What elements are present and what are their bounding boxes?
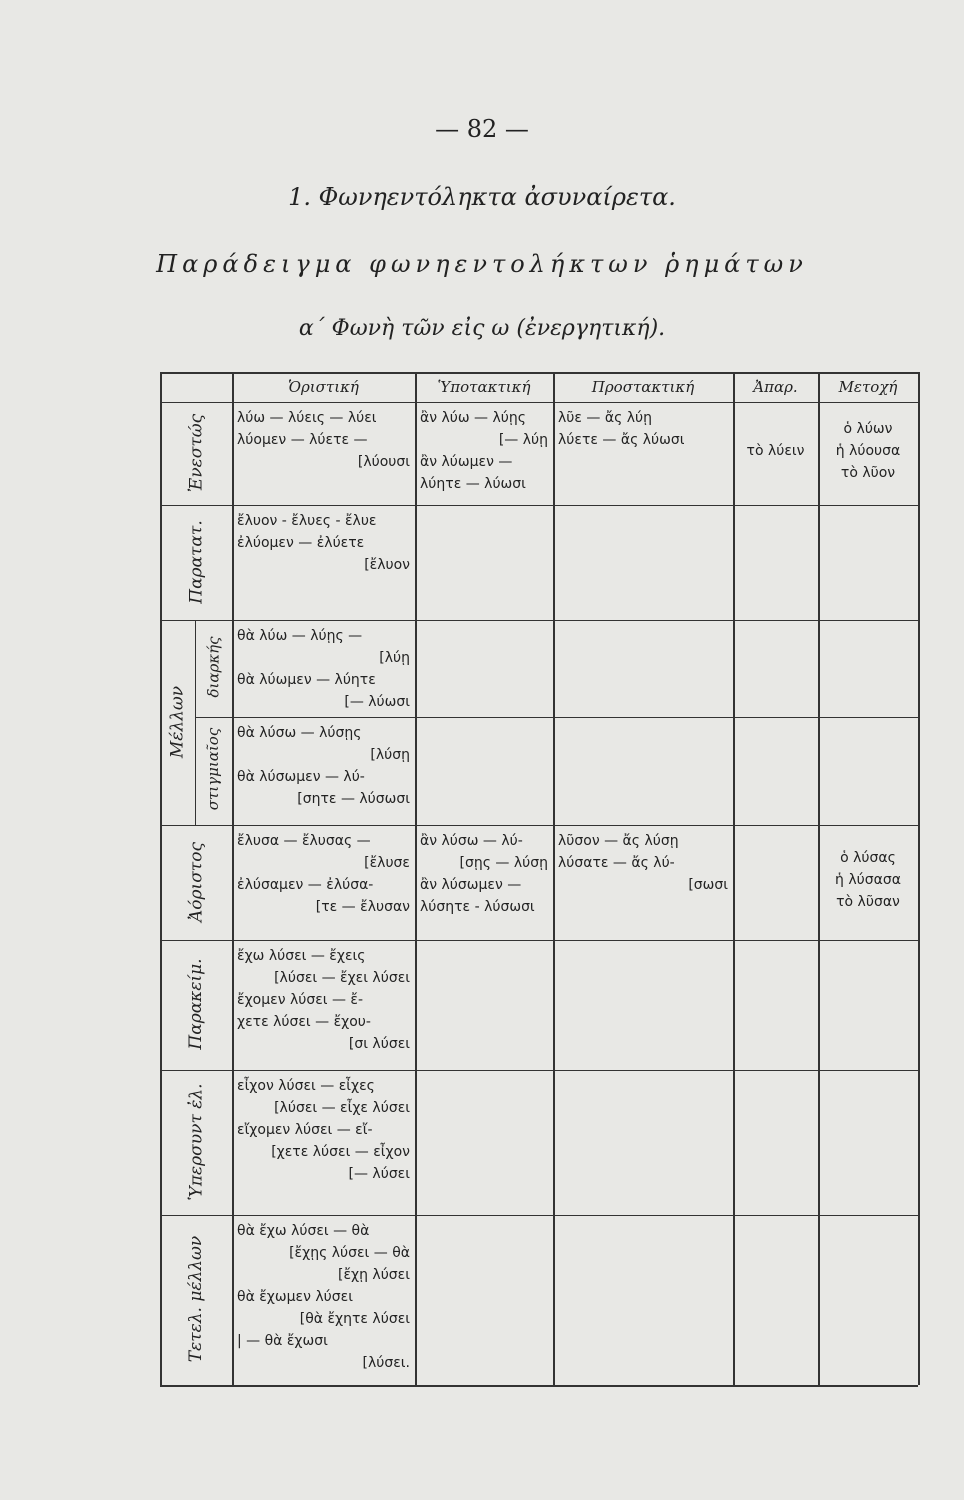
rule (232, 372, 234, 1385)
rule (415, 372, 417, 1385)
cell-line: [λύσει. (362, 1355, 410, 1371)
cell-line: ἡ λύσασα (835, 871, 901, 888)
tense-label: Ἐνεστώς (186, 413, 206, 492)
rule (160, 1070, 918, 1071)
cell-line: ἂν λύσωμεν — (420, 877, 522, 893)
rule (160, 620, 918, 621)
cell-line: ὁ λύων (843, 420, 893, 437)
cell-line: θὰ λύωμεν — λύητε (237, 672, 376, 688)
tense-label: Ἀόριστος (186, 841, 206, 922)
rule (160, 372, 162, 1385)
rule (160, 940, 918, 941)
voice: α΄ Φωνὴ τῶν εἰς ω (ἐνεργητική). (298, 316, 666, 341)
tense-label: Ὑπερσυντ ἐλ. (186, 1082, 206, 1201)
rule (733, 372, 735, 1385)
cell-line: ἔχω λύσει — ἔχεις (237, 948, 366, 964)
cell-line: ἐλύομεν — ἐλύετε (237, 535, 365, 551)
tense-label: Τετελ. μέλλων (186, 1235, 206, 1363)
cell-line: | — θὰ ἔχωσι (237, 1333, 328, 1349)
cell-line: [σητε — λύσωσι (297, 791, 410, 807)
cell-line: χετε λύσει — ἔχου- (237, 1014, 371, 1030)
rule (160, 505, 918, 506)
cell-line: θὰ λύω — λύῃς — (237, 628, 363, 644)
rule (160, 1385, 918, 1386)
cell-line: [— λύωσι (344, 694, 410, 710)
cell-line: [ἔλυσε (364, 855, 410, 871)
cell-line: ἂν λύω — λύῃς (420, 410, 526, 426)
cell-line: λῦσον — ἄς λύσῃ (558, 833, 679, 849)
rule (160, 825, 918, 826)
cell-line: [σι λύσει (348, 1036, 410, 1052)
cell-line: εἶχον λύσει — εἶχες (237, 1078, 375, 1094)
cell-line: λύω — λύεις — λύει (237, 410, 377, 426)
cell-line: [— λύσει (348, 1166, 410, 1182)
column-header: Μετοχή (838, 378, 898, 396)
rule (160, 1385, 918, 1387)
sublabel: διαρκής (204, 635, 222, 698)
cell-line: [σωσι (688, 877, 728, 893)
cell-line: τὸ λῦον (840, 464, 896, 481)
cell-line: λύητε — λύωσι (420, 476, 526, 492)
cell-line: τὸ λῦσαν (836, 893, 900, 910)
cell-line: ἔλυον - ἔλυες - ἔλυε (237, 513, 377, 529)
sublabel: στιγμιαῖος (204, 727, 222, 811)
cell-line: θὰ λύσωμεν — λύ- (237, 769, 365, 785)
cell-line: εἴχομεν λύσει — εἴ- (237, 1122, 373, 1138)
cell-line: [ἔλυον (364, 557, 410, 573)
rule (160, 402, 918, 403)
tense-label: Παρακείμ. (186, 958, 206, 1050)
column-header: Προστακτική (591, 378, 695, 396)
rule (818, 372, 820, 1385)
cell-line: [λύσει — ἔχει λύσει (274, 970, 410, 986)
cell-line: [θὰ ἔχητε λύσει (299, 1311, 410, 1327)
cell-line: [σῃς — λύσῃ (459, 855, 548, 871)
rule (160, 372, 918, 374)
cell-line: ὁ λύσας (840, 849, 896, 866)
cell-line: [ἔχῃ λύσει (337, 1267, 410, 1283)
cell-line: λύομεν — λύετε — (237, 432, 368, 448)
cell-line: [λύουσι (357, 454, 410, 470)
rule (195, 620, 196, 825)
tense-label: Μέλλων (167, 685, 188, 758)
title: 1. Φωνηεντόληκτα ἀσυναίρετα. (288, 183, 676, 211)
subtitle: Παράδειγμα φωνηεντολήκτων ῥημάτων (156, 250, 808, 278)
cell-line: [λύσῃ (370, 747, 410, 763)
cell-line: [τε — ἔλυσαν (315, 899, 410, 915)
tense-label: Παρατατ. (186, 519, 206, 604)
cell-line: ἂν λύωμεν — (420, 454, 513, 470)
cell-line: ἂν λύσω — λύ- (420, 833, 523, 849)
cell-line: ἔχομεν λύσει — ἔ- (237, 992, 364, 1008)
cell-line: λῦε — ἄς λύῃ (558, 410, 653, 426)
cell-line: [— λύῃ (498, 432, 548, 448)
cell-line: ἐλύσαμεν — ἐλύσα- (237, 877, 374, 893)
column-header: Ὑποτακτική (437, 378, 531, 396)
cell-line: τὸ λύειν (746, 442, 805, 459)
rule (195, 717, 918, 718)
cell-line: [ἔχῃς λύσει — θὰ (289, 1245, 410, 1261)
rule (553, 372, 555, 1385)
cell-line: [λύσει — εἶχε λύσει (274, 1100, 410, 1116)
cell-line: θὰ λύσω — λύσῃς (237, 725, 362, 741)
cell-line: ἔλυσα — ἔλυσας — (237, 833, 371, 849)
cell-line: λύσητε - λύσωσι (420, 899, 535, 915)
rule (160, 1215, 918, 1216)
cell-line: λύσατε — ἄς λύ- (558, 855, 675, 871)
column-header: Ὁριστική (288, 378, 359, 396)
cell-line: [λύῃ (379, 650, 410, 666)
cell-line: [χετε λύσει — εἶχον (271, 1144, 410, 1160)
rule (918, 372, 920, 1385)
cell-line: ἡ λύουσα (835, 442, 901, 459)
page-number: — 82 — (435, 115, 529, 143)
cell-line: θὰ ἔχω λύσει — θὰ (237, 1223, 370, 1239)
cell-line: θὰ ἔχωμεν λύσει (237, 1289, 353, 1305)
cell-line: λύετε — ἄς λύωσι (558, 432, 685, 448)
column-header: Ἀπαρ. (753, 378, 798, 396)
